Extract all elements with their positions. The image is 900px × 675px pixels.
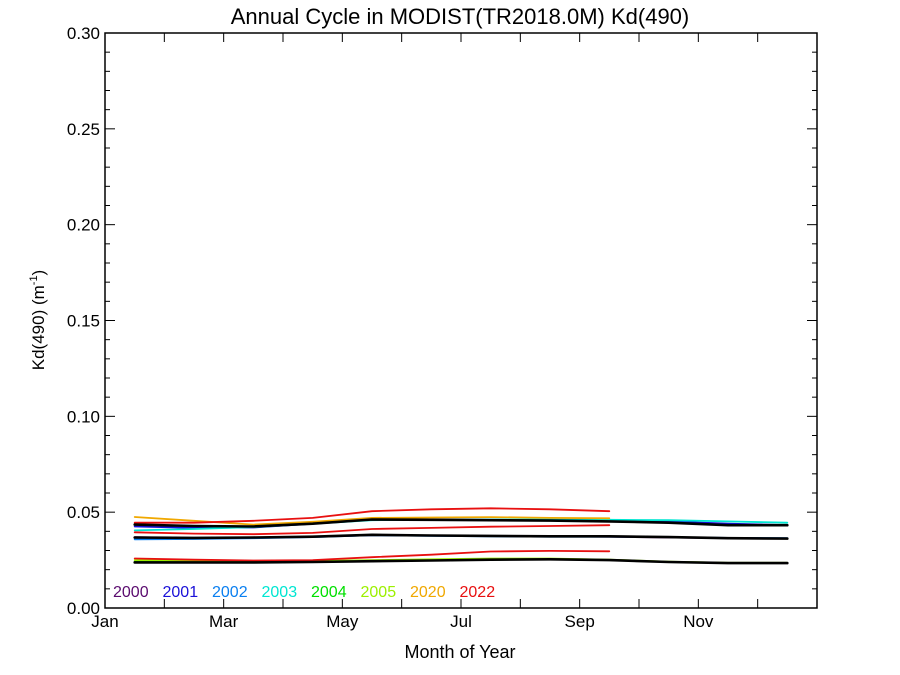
legend-item-2022: 2022 — [460, 584, 496, 601]
y-tick-label: 0.00 — [67, 599, 100, 618]
legend-item-2004: 2004 — [311, 584, 347, 601]
legend: 2000 2001 2002 2003 2004 2005 2020 2022 — [113, 584, 495, 601]
series-line-ref-9-lower — [133, 550, 611, 562]
series-line-ref-12-lower — [133, 557, 789, 565]
series-line-2022-upper — [133, 507, 611, 524]
y-tick-label: 0.20 — [67, 216, 100, 235]
x-tick-label: Sep — [565, 612, 595, 631]
y-axis-label: Kd(490) (m-1) — [28, 270, 48, 370]
legend-item-2020: 2020 — [410, 584, 446, 601]
y-tick-label: 0.15 — [67, 312, 100, 331]
x-tick-label: Jan — [91, 612, 118, 631]
x-tick-label: Mar — [209, 612, 239, 631]
legend-item-2002: 2002 — [212, 584, 248, 601]
legend-item-2005: 2005 — [361, 584, 397, 601]
series-line-ref-8-mid — [133, 524, 611, 536]
series-line-ref-10-upper — [133, 518, 789, 528]
legend-item-2000: 2000 — [113, 584, 149, 601]
series-lines — [133, 507, 789, 565]
chart-title: Annual Cycle in MODIST(TR2018.0M) Kd(490… — [231, 4, 690, 29]
legend-item-2003: 2003 — [262, 584, 298, 601]
x-tick-label: Jul — [450, 612, 472, 631]
y-axis-label-superscript: -1 — [28, 275, 40, 285]
x-axis: Jan Mar May Jul Sep Nov — [91, 33, 818, 631]
y-tick-label: 0.05 — [67, 503, 100, 522]
y-axis-label-close: ) — [29, 270, 48, 276]
y-axis-label-text: Kd(490) (m — [29, 285, 48, 370]
legend-item-2001: 2001 — [163, 584, 199, 601]
x-axis-label: Month of Year — [404, 642, 515, 662]
series-line-ref-11-mid — [133, 533, 789, 540]
y-tick-label: 0.10 — [67, 407, 100, 426]
y-tick-label: 0.30 — [67, 24, 100, 43]
x-tick-label: May — [326, 612, 359, 631]
y-tick-label: 0.25 — [67, 120, 100, 139]
x-tick-label: Nov — [683, 612, 714, 631]
y-axis: 0.00 0.05 0.10 0.15 0.20 0.25 0.30 — [67, 24, 817, 618]
